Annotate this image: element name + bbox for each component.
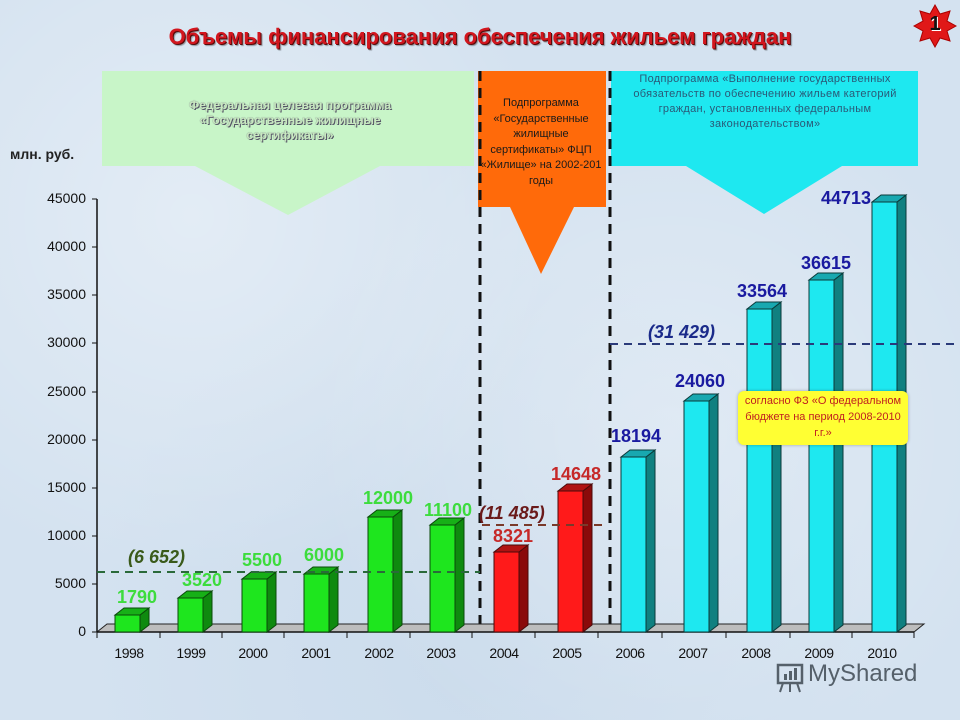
callout-subprogram-obligations: Подпрограмма «Выполнение государственных… [633,73,897,130]
slide-number-star-icon [913,4,957,48]
value-label: 12000 [362,488,414,508]
presentation-board-icon [776,663,804,693]
x-tick: 2003 [426,645,456,661]
x-tick: 2001 [301,645,331,661]
x-tick: 1999 [176,645,206,661]
y-tick: 35000 [47,286,86,302]
value-label: 33564 [736,281,788,301]
y-tick: 10000 [47,527,86,543]
x-tick: 2008 [741,645,771,661]
bar-2000 [240,570,278,634]
x-tick: 2000 [238,645,268,661]
bar-1998 [113,606,151,634]
bar-2006 [619,448,657,634]
avg-label-period1: (6 652) [128,547,186,567]
chart-title: Объемы финансирования обеспечения жильем… [168,24,792,49]
bar-2008 [745,300,783,634]
callout-subprogram-obligations-shape [611,71,918,214]
x-tick: 2002 [364,645,394,661]
slide-number: 1 [929,13,941,35]
y-tick: 45000 [47,190,86,206]
callout-subprogram-zhilische: Подпрограмма «Государственные жилищные с… [480,97,602,187]
y-tick: 20000 [47,431,86,447]
x-tick: 2007 [678,645,708,661]
y-axis-unit-label: млн. руб. [10,146,75,162]
value-label: 36615 [800,253,852,273]
x-tick: 2009 [804,645,834,661]
value-label: 8321 [492,526,534,546]
bar-2002 [366,508,404,634]
y-tick: 40000 [47,238,86,254]
bar-2003 [428,516,466,634]
value-label: 3520 [181,570,223,590]
value-label: 11100 [423,500,473,520]
y-tick: 25000 [47,383,86,399]
y-tick: 30000 [47,334,86,350]
y-tick: 5000 [54,575,86,591]
bar-2004 [492,543,530,634]
avg-label-period3: (31 429) [648,322,716,342]
y-tick: 0 [78,623,86,639]
value-label: 5500 [241,550,283,570]
value-label: 14648 [550,464,602,484]
callout-federal-program: Федеральная целевая программа «Государст… [188,98,392,142]
watermark-text: MyShared [808,660,918,687]
value-label: 18194 [610,426,662,446]
x-tick: 2006 [615,645,645,661]
value-label: 24060 [674,371,726,391]
value-label: 1790 [116,587,158,607]
budget-law-note: согласно ФЗ «О федеральном бюджете на пе… [738,391,908,445]
x-tick: 2004 [489,645,519,661]
y-tick: 15000 [47,479,86,495]
callout-federal-program-shape [102,71,474,215]
value-label: 44713 [820,188,872,208]
callout-subprogram-zhilische-shape [478,71,606,274]
value-label: 6000 [303,545,345,565]
bar-2007 [682,392,720,634]
x-tick: 1998 [114,645,144,661]
bar-1999 [176,589,214,634]
x-tick: 2010 [867,645,897,661]
bar-2009 [807,271,845,634]
bar-2005 [556,482,594,634]
bar-2001 [302,565,340,634]
x-tick: 2005 [552,645,582,661]
avg-label-period2: (11 485) [479,503,545,523]
